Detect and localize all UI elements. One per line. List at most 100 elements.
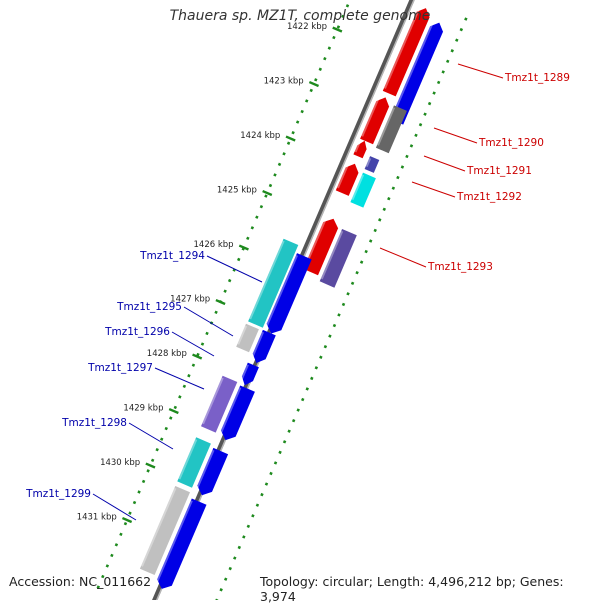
gene-feature-shine <box>365 157 372 167</box>
track-dot <box>255 215 259 219</box>
gene-label: Tmz1t_1290 <box>433 127 544 149</box>
track-dot <box>219 588 223 592</box>
gene-feature-shine <box>141 487 177 567</box>
track-dot <box>110 553 114 558</box>
track-dot <box>314 366 319 370</box>
gene-label-text: Tmz1t_1291 <box>466 165 532 177</box>
gene-feature-body <box>390 22 443 125</box>
track-dot <box>123 521 128 526</box>
gene-feature-shine <box>240 364 249 381</box>
gene-feature <box>364 156 380 173</box>
track-dot <box>282 152 286 156</box>
track-dot <box>436 80 441 85</box>
scale-tick-label: 1430 kbp <box>100 458 140 468</box>
track-dot <box>355 270 359 275</box>
gene-feature-body <box>335 163 359 196</box>
gene-label-text: Tmz1t_1295 <box>116 301 182 313</box>
track-dot <box>405 154 409 159</box>
track-dot <box>119 532 123 536</box>
track-dot <box>318 67 323 71</box>
track-dot <box>427 101 432 106</box>
track-dot <box>264 194 268 198</box>
gene-feature <box>319 229 357 288</box>
track-dot <box>409 144 414 148</box>
gene-feature <box>240 362 259 386</box>
track-dot <box>269 471 273 476</box>
gene-label-leader <box>423 155 466 172</box>
track-dot <box>432 91 436 95</box>
scale-tick-label: 1425 kbp <box>217 186 257 196</box>
gene-feature-body <box>252 329 276 363</box>
scale-tick-label: 1422 kbp <box>287 22 327 32</box>
track-dot <box>423 112 427 116</box>
gene-feature-body <box>375 105 407 154</box>
gene-feature-body <box>177 437 211 488</box>
scale-tick-label: 1427 kbp <box>170 294 210 304</box>
track-dot <box>368 239 373 243</box>
scale-tick-label: 1426 kbp <box>194 240 234 250</box>
scale-tick <box>332 26 343 33</box>
track-dot <box>182 384 187 389</box>
track-dot <box>327 46 332 50</box>
gene-feature <box>382 7 430 97</box>
gene-feature <box>155 498 207 589</box>
gene-label: Tmz1t_1297 <box>87 362 205 390</box>
gene-feature-shine <box>202 377 224 425</box>
track-dot <box>200 342 205 346</box>
track-dot <box>237 545 241 550</box>
track-dot <box>223 289 227 293</box>
track-dot <box>114 543 119 547</box>
gene-feature <box>335 162 359 196</box>
track-dot <box>296 408 300 412</box>
gene-label-text: Tmz1t_1296 <box>104 326 170 338</box>
track-dot <box>291 130 295 135</box>
gene-label-leader <box>206 255 263 283</box>
track-dot <box>101 574 105 579</box>
gene-label-leader <box>411 181 456 198</box>
track-dot <box>228 566 232 571</box>
track-dot <box>300 109 304 114</box>
scale-tick <box>215 298 226 306</box>
track-dot <box>304 99 309 103</box>
track-dot <box>378 218 382 222</box>
track-dot <box>291 418 296 423</box>
gene-feature <box>350 172 376 208</box>
track-dot <box>373 228 377 233</box>
track-dot <box>286 141 291 145</box>
track-dot <box>295 120 300 124</box>
accession-label: Accession: NC_011662 <box>9 574 152 589</box>
gene-feature-body <box>364 156 380 173</box>
track-dot <box>278 450 282 455</box>
track-dot <box>396 175 400 180</box>
gene-feature-shine <box>195 449 215 491</box>
track-dot <box>105 564 110 568</box>
track-dot <box>341 14 345 19</box>
gene-feature <box>139 486 190 575</box>
track-dot <box>260 492 264 497</box>
scale-tick <box>192 353 203 360</box>
scale-tick <box>168 407 179 415</box>
gene-feature-shine <box>354 140 362 153</box>
gene-feature-body <box>220 385 255 441</box>
track-dot <box>310 376 314 381</box>
scale-tick <box>121 516 133 524</box>
track-dot <box>132 500 137 505</box>
track-dot <box>309 88 313 93</box>
track-dot <box>237 257 241 262</box>
gene-feature-body <box>266 253 312 334</box>
outer-dot-track <box>215 17 468 600</box>
gene-feature-body <box>350 172 376 208</box>
gene-feature-body <box>139 486 190 575</box>
gene-label-layer: Tmz1t_1289 Tmz1t_1290 Tmz1t_1291 Tmz1t_1292… <box>25 63 570 521</box>
gene-feature <box>195 447 229 496</box>
track-dot <box>455 38 459 42</box>
scale-tick <box>262 189 273 197</box>
track-dot <box>464 17 468 21</box>
track-dot <box>96 585 100 589</box>
track-dot <box>137 490 141 494</box>
gene-feature-shine <box>337 162 350 189</box>
track-dot <box>160 437 164 441</box>
gene-label: Tmz1t_1293 <box>379 247 493 273</box>
track-dot <box>364 249 368 254</box>
gene-label-text: Tmz1t_1289 <box>504 72 570 84</box>
